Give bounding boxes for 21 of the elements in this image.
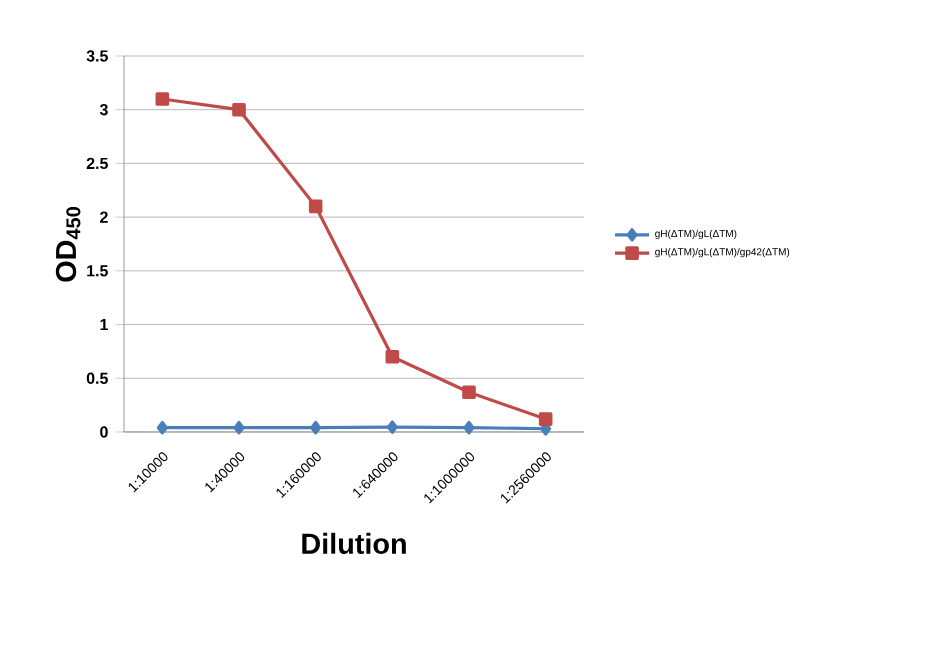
y-tick-label: 1 [100,319,108,331]
point [155,92,170,106]
y-tick-label: 1.5 [87,265,108,277]
y-tick-label: 2 [100,211,108,223]
point [308,199,323,214]
point [463,420,475,435]
point [156,420,168,435]
y-axis-title: OD$_{450}$ [55,207,81,282]
y-tick-label: 0.5 [86,372,108,384]
x-axis-title: Dilution [302,532,406,554]
y-tick-label: 3 [99,104,108,116]
y-tick-label: 3.5 [86,50,108,62]
point [462,385,476,400]
y-tick-label: 2.5 [86,157,108,170]
point [386,420,398,434]
point [233,420,245,435]
point [232,102,246,117]
y-tick-label: 0 [100,426,108,438]
point [385,349,400,364]
point [538,412,553,426]
point [310,420,322,435]
